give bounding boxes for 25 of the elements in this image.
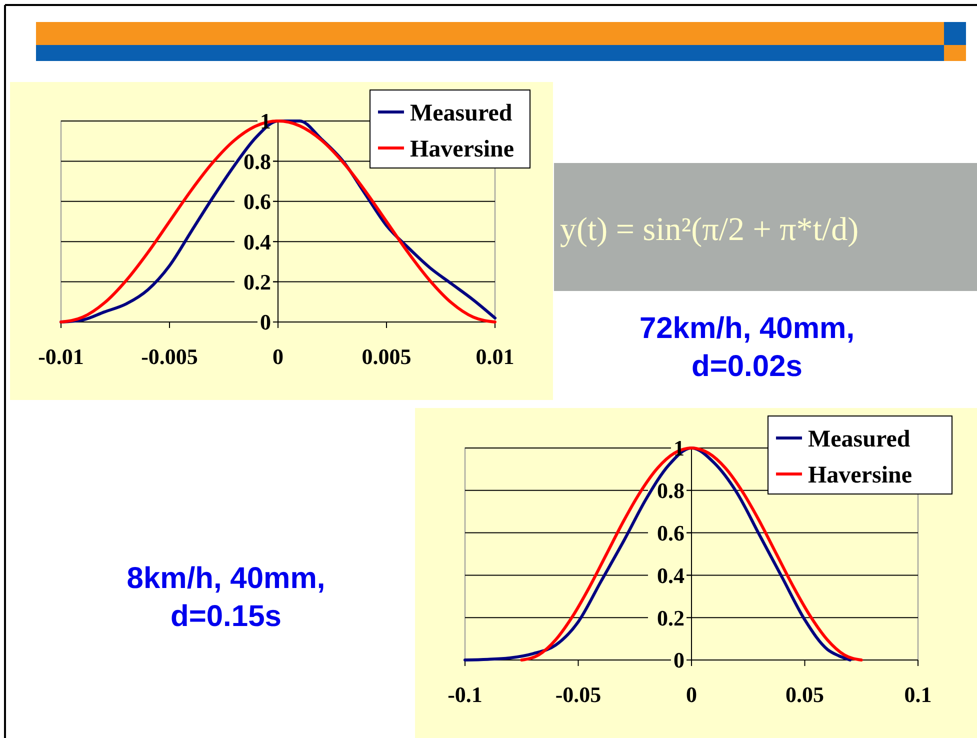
legend-label: Haversine <box>410 136 514 162</box>
y-tick-label: 0 <box>260 310 271 335</box>
x-tick-label: -0.005 <box>141 344 198 369</box>
text: 8km/h, 40mm, d=0.15s <box>126 562 326 633</box>
y-tick-label: 0.8 <box>657 478 684 504</box>
y-tick-label: 0.2 <box>244 270 271 294</box>
x-tick-label: 0.1 <box>904 682 932 707</box>
text: 72km/h, 40mm, d=0.02s <box>639 312 855 383</box>
x-tick-label: -0.01 <box>38 344 84 369</box>
y-tick-label: 0.6 <box>657 520 684 546</box>
x-tick-label: 0.01 <box>476 344 514 369</box>
legend-label: Measured <box>808 426 911 452</box>
y-tick-label: 0 <box>674 648 684 673</box>
y-tick-label: 0.6 <box>244 189 271 214</box>
x-tick-label: -0.1 <box>448 682 482 707</box>
x-tick-label: 0.05 <box>786 682 824 707</box>
y-tick-label: 0.4 <box>657 562 684 588</box>
text: y(t) = sin²(π/2 + π*t/d) <box>560 212 859 248</box>
y-tick-label: 0.8 <box>244 148 271 174</box>
x-tick-label: -0.05 <box>555 682 602 707</box>
legend-label: Haversine <box>808 462 912 488</box>
y-tick-label: 0.2 <box>657 605 684 630</box>
x-tick-label: 0.005 <box>362 344 412 369</box>
legend-label: Measured <box>410 100 513 126</box>
y-tick-label: 0.4 <box>244 229 271 254</box>
